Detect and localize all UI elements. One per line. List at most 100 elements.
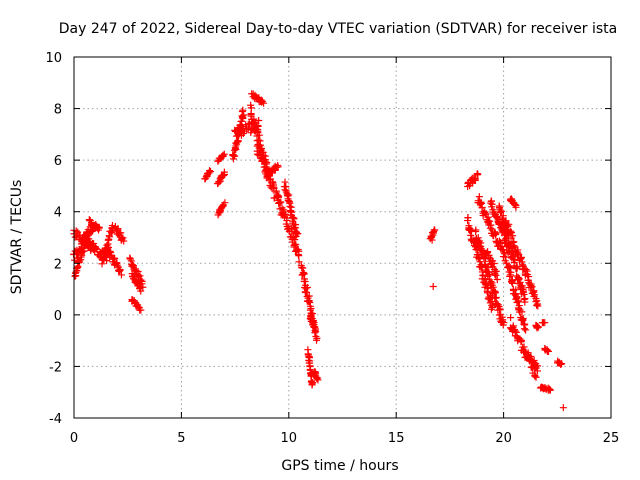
x-tick-label: 10 <box>281 431 298 446</box>
x-tick-label: 15 <box>388 431 405 446</box>
data-point <box>515 275 523 283</box>
data-point <box>492 267 500 275</box>
y-tick-label: 2 <box>54 257 62 272</box>
data-point <box>519 314 527 322</box>
y-axis-label: SDTVAR / TECUs <box>9 180 25 295</box>
data-point <box>521 320 529 328</box>
x-tick-label: 5 <box>177 431 185 446</box>
data-point <box>546 386 554 394</box>
data-point <box>255 144 263 152</box>
data-point <box>489 283 497 291</box>
data-point <box>507 228 515 236</box>
data-point <box>90 240 98 248</box>
data-point <box>497 208 505 216</box>
data-point <box>229 151 237 159</box>
x-tick-label: 0 <box>70 431 78 446</box>
data-point <box>499 246 507 254</box>
data-point <box>313 375 321 383</box>
data-point <box>295 247 303 255</box>
grid <box>74 57 611 418</box>
data-point <box>294 230 302 238</box>
y-tick-label: 4 <box>54 206 62 221</box>
data-point <box>513 263 521 271</box>
data-point <box>485 254 493 262</box>
data-point <box>306 299 314 307</box>
data-point <box>431 226 439 234</box>
data-point <box>545 347 553 355</box>
data-point <box>281 210 289 218</box>
data-point <box>515 274 523 282</box>
data-point <box>475 193 483 201</box>
data-point <box>275 192 283 200</box>
data-point <box>113 259 121 267</box>
data-point <box>92 244 100 252</box>
data-point <box>290 215 298 223</box>
data-point <box>72 268 80 276</box>
data-point <box>492 231 500 239</box>
data-point <box>518 308 526 316</box>
data-point <box>517 337 525 345</box>
data-point <box>117 229 125 237</box>
data-point <box>429 282 437 290</box>
x-tick-label: 20 <box>495 431 512 446</box>
data-point <box>512 203 520 211</box>
data-point <box>289 214 297 222</box>
y-tick-label: 6 <box>54 154 62 169</box>
y-tick-label: 10 <box>45 51 62 66</box>
plot-frame <box>73 56 612 419</box>
data-point <box>234 137 242 145</box>
data-point <box>472 228 480 236</box>
data-point <box>512 328 520 336</box>
data-point <box>137 276 145 284</box>
y-tick-label: -2 <box>49 360 62 375</box>
data-point <box>507 314 515 322</box>
data-point <box>543 346 551 354</box>
data-point <box>111 254 119 262</box>
data-point <box>533 324 541 332</box>
data-point <box>557 360 565 368</box>
data-point <box>506 271 514 279</box>
data-point <box>509 322 517 330</box>
data-point <box>476 200 484 208</box>
data-point <box>256 149 264 157</box>
data-point <box>239 106 247 114</box>
data-point <box>291 236 299 244</box>
data-point <box>240 111 248 119</box>
data-point <box>283 217 291 225</box>
data-point <box>281 178 289 186</box>
tick-labels: 0 5 10 15 20 25 -4 -2 0 2 4 6 8 10 <box>45 51 619 446</box>
data-point <box>260 157 268 165</box>
data-point <box>314 376 322 384</box>
data-point <box>220 150 228 158</box>
data-point <box>136 284 144 292</box>
data-point <box>93 245 101 253</box>
data-point <box>493 276 501 284</box>
data-point <box>484 284 492 292</box>
data-point <box>520 290 528 298</box>
data-point <box>528 283 536 291</box>
data-point <box>286 199 294 207</box>
data-point <box>514 297 522 305</box>
data-point <box>510 242 518 250</box>
data-point <box>95 224 103 232</box>
data-point <box>478 203 486 211</box>
data-point <box>484 248 492 256</box>
data-point <box>514 246 522 254</box>
data-point <box>232 146 240 154</box>
data-point <box>511 256 519 264</box>
data-point <box>492 293 500 301</box>
data-point <box>530 291 538 299</box>
data-point <box>282 186 290 194</box>
data-point <box>302 285 310 293</box>
data-point <box>532 373 540 381</box>
data-point <box>250 118 258 126</box>
data-point <box>206 167 214 175</box>
data-point <box>505 262 513 270</box>
data-point <box>534 302 542 310</box>
data-point <box>215 178 223 186</box>
data-point <box>137 287 145 295</box>
data-point <box>506 264 514 272</box>
data-point <box>220 168 228 176</box>
data-point <box>531 372 539 380</box>
